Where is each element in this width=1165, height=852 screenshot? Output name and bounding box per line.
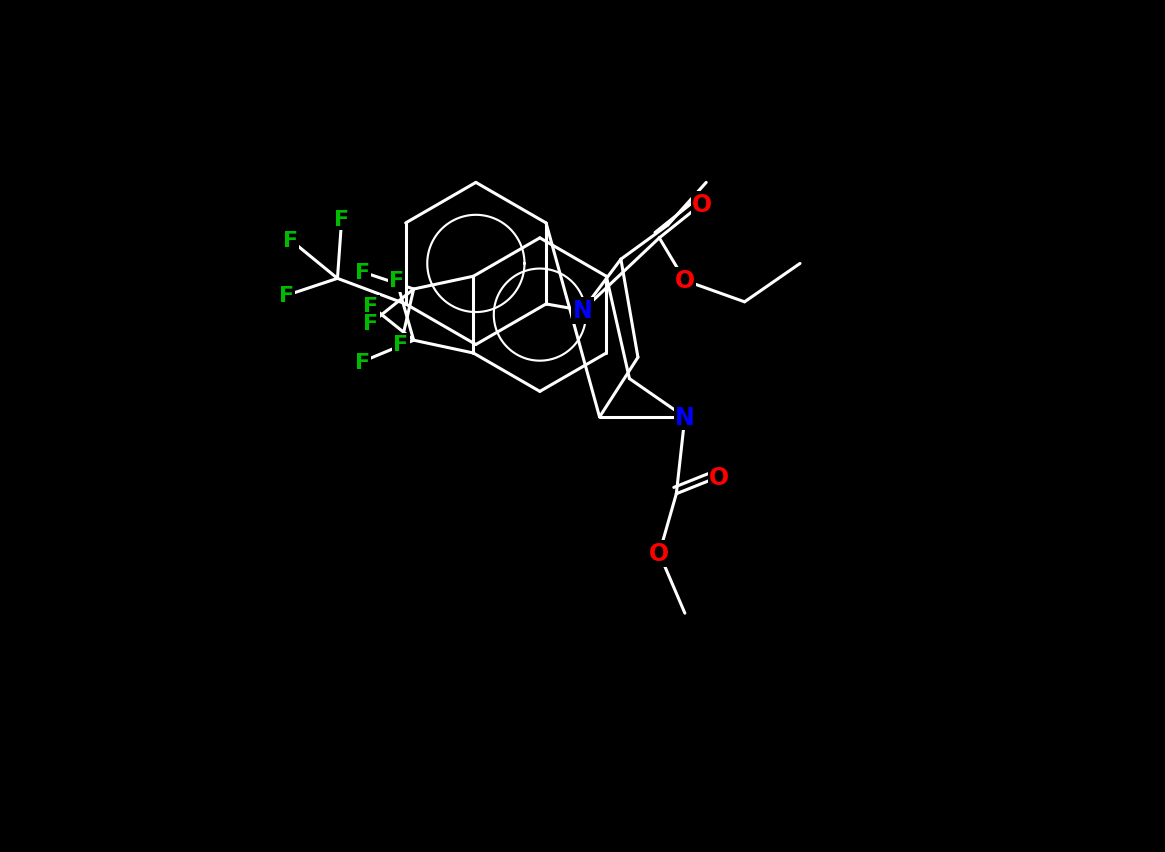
Text: F: F bbox=[283, 231, 298, 250]
Text: F: F bbox=[394, 335, 409, 355]
Text: N: N bbox=[675, 406, 694, 429]
Text: F: F bbox=[389, 271, 404, 291]
Text: F: F bbox=[355, 352, 370, 372]
Text: F: F bbox=[363, 314, 379, 334]
Text: F: F bbox=[355, 262, 370, 283]
Text: O: O bbox=[692, 193, 712, 216]
Text: N: N bbox=[573, 299, 592, 323]
Text: O: O bbox=[709, 465, 729, 489]
Text: F: F bbox=[363, 296, 379, 317]
Text: F: F bbox=[278, 286, 294, 306]
Text: F: F bbox=[334, 210, 350, 229]
Text: O: O bbox=[675, 269, 694, 293]
Text: O: O bbox=[649, 542, 670, 566]
